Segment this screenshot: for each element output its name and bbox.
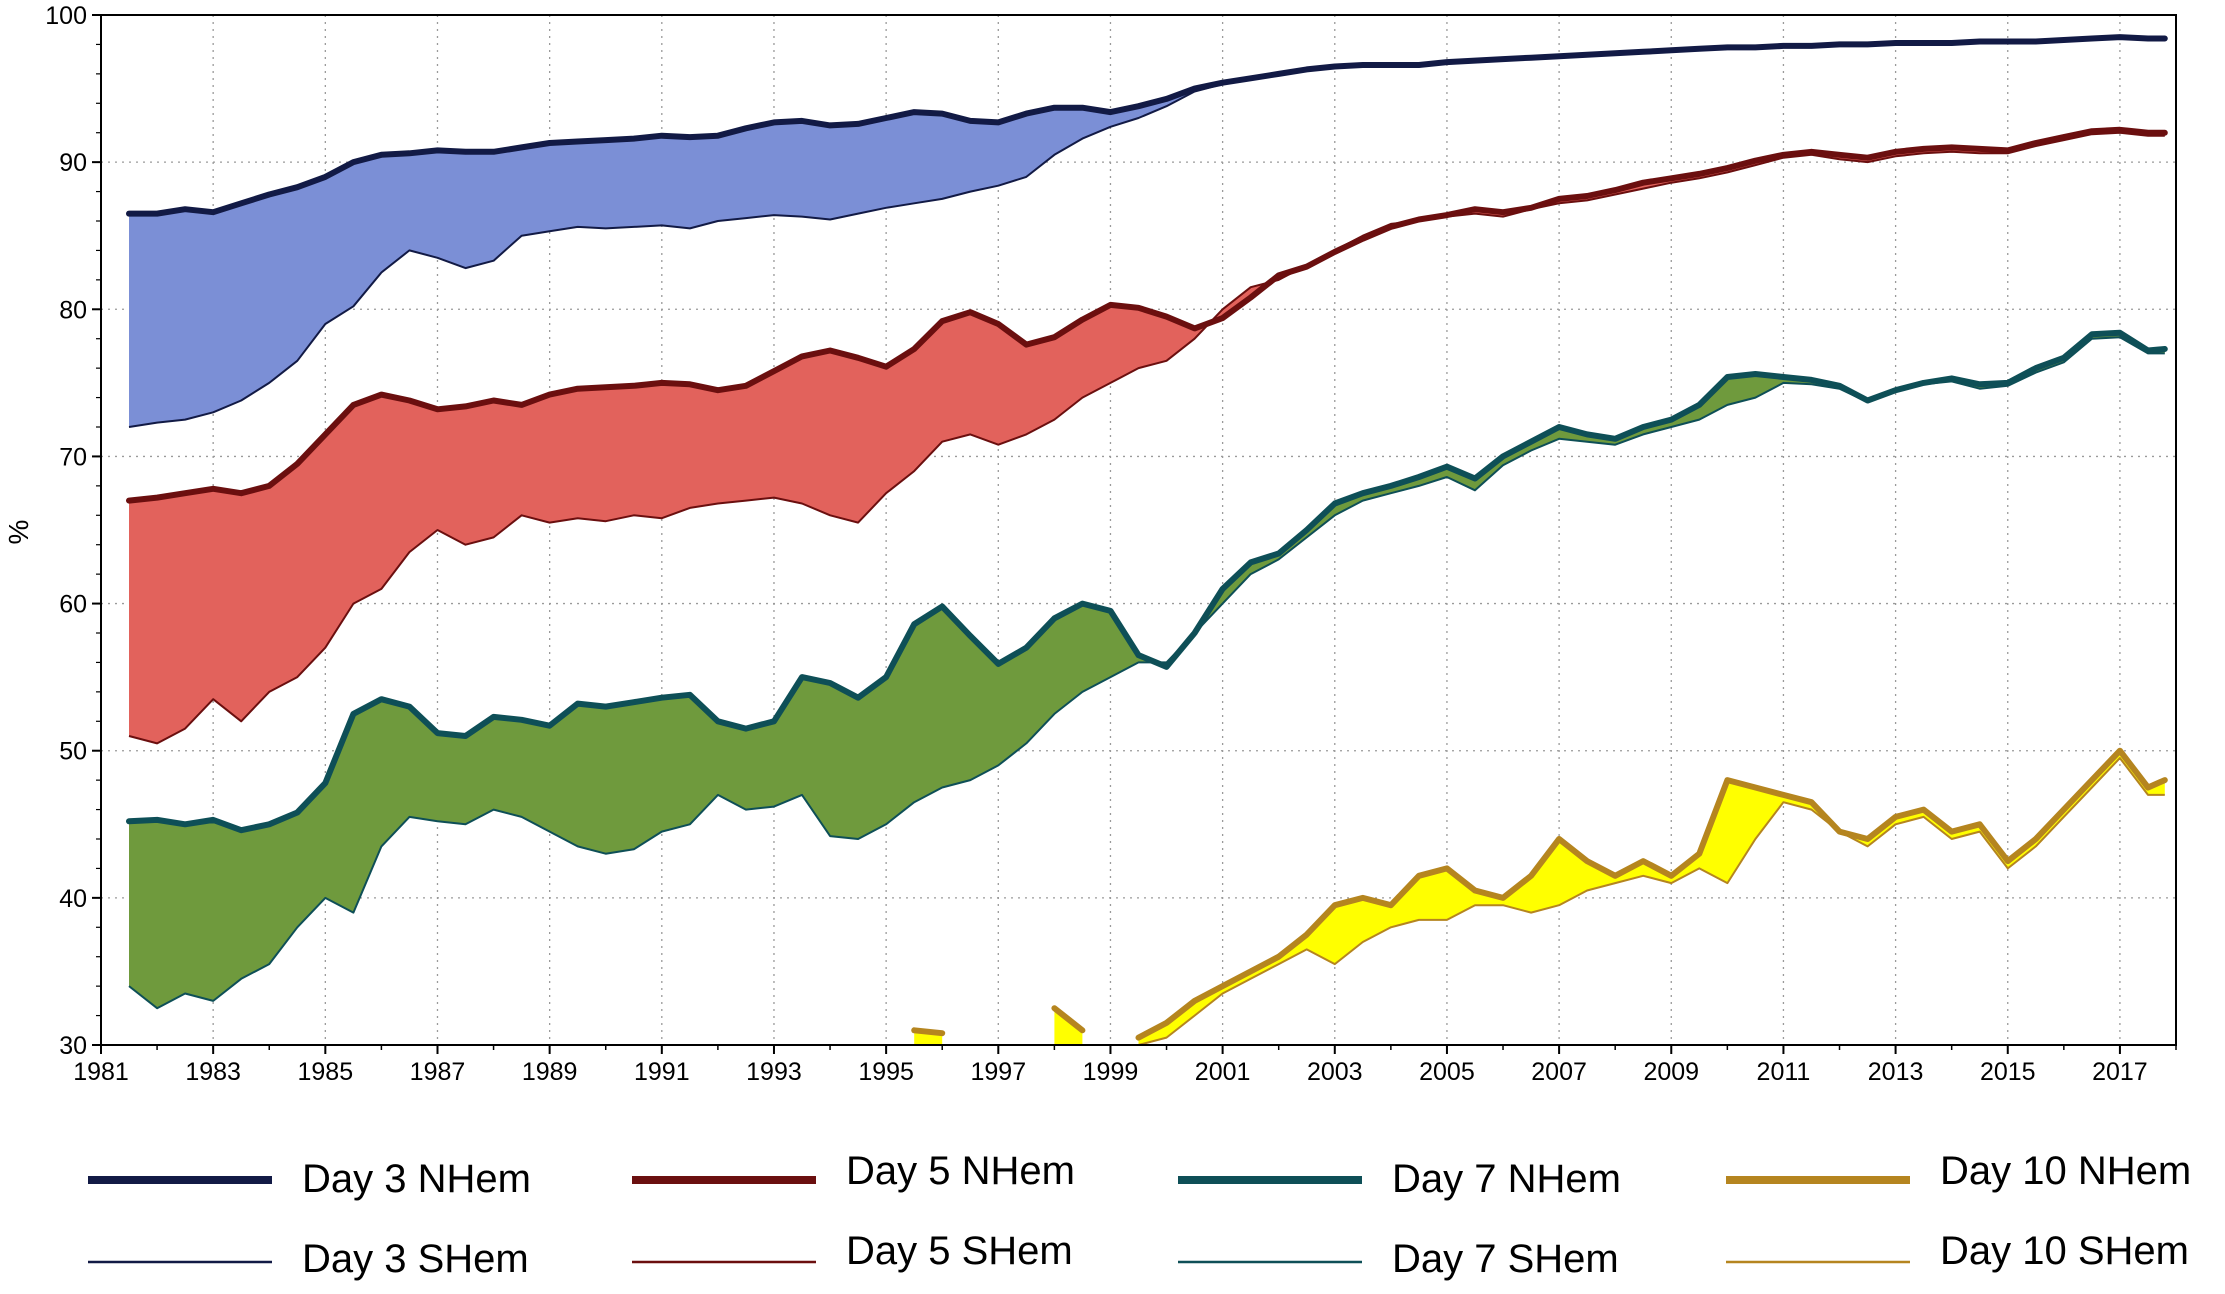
x-tick-label: 1989 [522, 1058, 578, 1086]
day-5-shem-line [128, 131, 2165, 745]
x-tick-label: 2003 [1307, 1058, 1363, 1086]
legend-label-day-3-nhem: Day 3 NHem [302, 1157, 531, 1201]
x-tick-label: 1997 [970, 1058, 1026, 1086]
y-tick-label: 60 [59, 591, 87, 619]
y-tick-label: 100 [45, 2, 87, 30]
ticks-layer: 1981 1983 1985 1987 1989 1991 1993 1995 1997 1999… [45, 2, 2177, 1086]
legend-label-day-5-shem: Day 5 SHem [846, 1229, 1073, 1273]
x-tick-label: 1985 [298, 1058, 354, 1086]
y-tick-label: 40 [59, 885, 87, 913]
x-tick-label: 1987 [410, 1058, 466, 1086]
x-tick-label: 2011 [1757, 1058, 1811, 1086]
legend-label-day-7-nhem: Day 7 NHem [1392, 1157, 1621, 1201]
legend-label-day-5-nhem: Day 5 NHem [846, 1149, 1075, 1193]
x-tick-label: 1999 [1083, 1058, 1139, 1086]
legend-label-day-3-shem: Day 3 SHem [302, 1237, 529, 1281]
y-tick-label: 50 [59, 738, 87, 766]
lines-layer [126, 34, 2168, 1045]
day-10-nhem-line [1135, 747, 2168, 1041]
legend-label-day-10-nhem: Day 10 NHem [1940, 1149, 2191, 1193]
y-tick-label: 30 [59, 1032, 87, 1060]
day-7-band-fill [129, 332, 2165, 1009]
x-tick-label: 2015 [1980, 1058, 2036, 1086]
legend: Day 3 NHem Day 5 NHem Day 7 NHem Day 10 NHe… [88, 1149, 2191, 1281]
day-10-nhem-line [1051, 1005, 1086, 1034]
plot-frame [100, 14, 2177, 1046]
x-tick-label: 1991 [634, 1058, 690, 1086]
legend-label-day-7-shem: Day 7 SHem [1392, 1237, 1619, 1281]
x-tick-label: 1983 [185, 1058, 241, 1086]
day-3-nhem-line [126, 34, 2168, 217]
x-tick-label: 1981 [73, 1058, 129, 1086]
y-tick-label: 80 [59, 296, 87, 324]
x-tick-label: 2009 [1643, 1058, 1699, 1086]
day-7-nhem-line [126, 329, 2168, 834]
day-10-shem-line [1138, 757, 2165, 1045]
day-5-band-fill [129, 129, 2165, 744]
x-tick-label: 2001 [1195, 1058, 1251, 1086]
x-tick-label: 1993 [746, 1058, 802, 1086]
day-5-nhem-line [126, 126, 2168, 504]
day-3-band-fill [129, 37, 2165, 427]
y-axis-title: % [3, 520, 34, 545]
legend-label-day-10-shem: Day 10 SHem [1940, 1229, 2189, 1273]
y-tick-label: 90 [59, 149, 87, 177]
x-tick-label: 1995 [858, 1058, 914, 1086]
y-tick-label: 70 [59, 443, 87, 471]
x-tick-label: 2017 [2092, 1058, 2148, 1086]
x-tick-label: 2005 [1419, 1058, 1475, 1086]
x-tick-label: 2013 [1868, 1058, 1924, 1086]
day-10-nhem-line [911, 1027, 946, 1037]
bands-layer [129, 37, 2165, 1045]
x-tick-label: 2007 [1531, 1058, 1587, 1086]
